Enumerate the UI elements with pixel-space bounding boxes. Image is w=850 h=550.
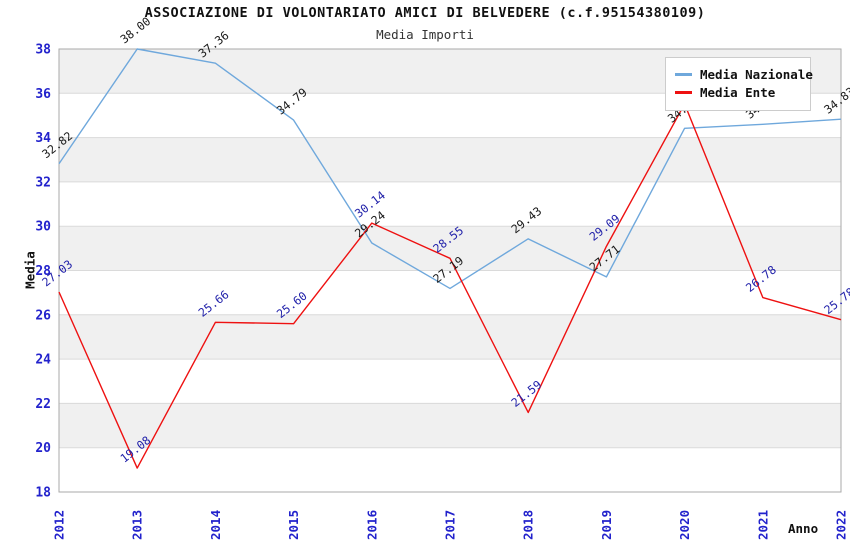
y-tick-label: 24 (35, 353, 51, 368)
series-line-media-nazionale (58, 48, 842, 290)
plot-border (58, 48, 842, 493)
plot-band (59, 270, 841, 315)
plot-band (59, 403, 841, 448)
x-tick-label: 2021 (755, 510, 770, 540)
y-tick-label: 34 (35, 131, 51, 146)
x-tick-label: 2015 (286, 510, 301, 540)
plot-band (59, 181, 841, 227)
chart-legend: Media Nazionale Media Ente (665, 57, 813, 111)
y-tick-label: 36 (35, 87, 51, 102)
y-tick-label: 30 (35, 220, 51, 235)
x-tick-label: 2022 (834, 510, 849, 540)
x-tick-label: 2012 (52, 510, 67, 540)
legend-item-media-nazionale: Media Nazionale (675, 67, 813, 82)
y-tick-label: 32 (35, 175, 51, 190)
x-tick-label: 2019 (599, 510, 614, 540)
media-ente-line-swatch-icon (675, 91, 692, 94)
x-tick-label: 2014 (208, 510, 223, 540)
y-tick-label: 18 (35, 486, 51, 501)
x-tick-label: 2018 (521, 510, 536, 540)
plot-band (59, 447, 841, 492)
x-tick-label: 2017 (443, 510, 458, 540)
chart-title: ASSOCIAZIONE DI VOLONTARIATO AMICI DI BE… (144, 5, 706, 21)
plot-band (59, 359, 841, 404)
plot-band (59, 314, 841, 360)
x-axis-label: Anno (788, 521, 819, 536)
legend-item-media-ente: Media Ente (675, 85, 802, 100)
plot-band (59, 226, 841, 271)
point-value-label: 38.00 (117, 14, 153, 46)
plot-band (59, 137, 841, 182)
y-tick-label: 26 (35, 308, 51, 323)
x-tick-label: 2020 (677, 510, 692, 540)
y-tick-label: 20 (35, 441, 51, 456)
media-nazionale-line-swatch-icon (675, 73, 692, 76)
legend-label: Media Ente (700, 85, 776, 100)
legend-label: Media Nazionale (700, 67, 813, 82)
y-tick-label: 38 (35, 43, 51, 58)
x-tick-label: 2016 (364, 510, 379, 540)
series-line-media-ente (58, 103, 842, 469)
chart-subtitle: Media Importi (376, 27, 474, 42)
x-tick-label: 2013 (130, 510, 145, 540)
y-tick-label: 28 (35, 264, 51, 279)
y-tick-label: 22 (35, 397, 51, 412)
